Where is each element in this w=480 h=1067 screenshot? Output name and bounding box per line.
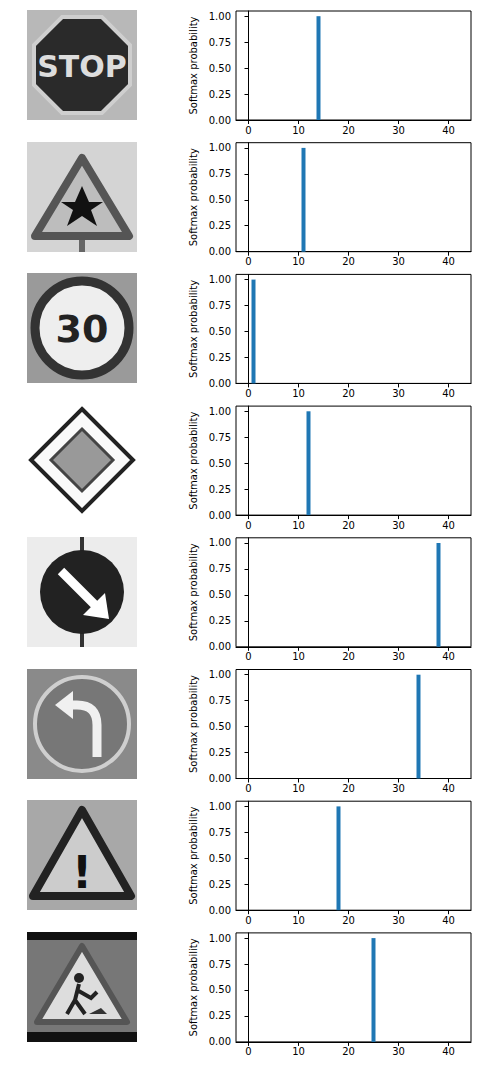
svg-text:0.75: 0.75 [209,300,231,311]
svg-text:30: 30 [392,915,405,926]
svg-text:0.75: 0.75 [209,695,231,706]
svg-text:30: 30 [56,307,109,351]
svg-text:0.75: 0.75 [209,37,231,48]
svg-text:10: 10 [292,783,305,794]
svg-text:30: 30 [392,520,405,531]
svg-text:0: 0 [245,783,251,794]
svg-text:Softmax probability: Softmax probability [188,675,199,773]
svg-text:0.50: 0.50 [209,984,231,995]
svg-text:20: 20 [342,125,355,136]
svg-text:40: 40 [442,651,455,662]
svg-text:0.50: 0.50 [209,63,231,74]
svg-text:0: 0 [245,256,251,267]
svg-text:30: 30 [392,388,405,399]
svg-text:Softmax probability: Softmax probability [188,280,199,378]
svg-text:20: 20 [342,651,355,662]
svg-text:0: 0 [245,388,251,399]
svg-text:0.75: 0.75 [209,827,231,838]
svg-text:0.25: 0.25 [209,220,231,231]
svg-text:0.50: 0.50 [209,589,231,600]
svg-text:40: 40 [442,915,455,926]
svg-text:1.00: 1.00 [209,142,231,153]
svg-text:30: 30 [392,783,405,794]
svg-text:0.75: 0.75 [209,563,231,574]
svg-text:0.00: 0.00 [209,641,231,652]
svg-text:0.75: 0.75 [209,432,231,443]
svg-text:0.00: 0.00 [209,378,231,389]
svg-text:1.00: 1.00 [209,669,231,680]
svg-text:1.00: 1.00 [209,933,231,944]
svg-text:Softmax probability: Softmax probability [188,807,199,905]
svg-text:40: 40 [442,1046,455,1057]
svg-text:0.25: 0.25 [209,615,231,626]
svg-text:Softmax probability: Softmax probability [188,938,199,1036]
svg-text:0.25: 0.25 [209,879,231,890]
svg-text:0.50: 0.50 [209,721,231,732]
svg-text:Softmax probability: Softmax probability [188,148,199,246]
svg-text:20: 20 [342,388,355,399]
svg-text:40: 40 [442,256,455,267]
svg-text:0.50: 0.50 [209,326,231,337]
svg-text:1.00: 1.00 [209,11,231,22]
svg-text:0.00: 0.00 [209,115,231,126]
svg-text:!: ! [72,847,92,898]
svg-text:10: 10 [292,520,305,531]
svg-text:0: 0 [245,915,251,926]
svg-text:0.50: 0.50 [209,458,231,469]
svg-text:1.00: 1.00 [209,801,231,812]
svg-text:STOP: STOP [37,49,127,84]
svg-text:0.00: 0.00 [209,905,231,916]
svg-text:30: 30 [392,256,405,267]
svg-text:0.00: 0.00 [209,246,231,257]
svg-text:40: 40 [442,520,455,531]
svg-text:10: 10 [292,256,305,267]
svg-text:0.25: 0.25 [209,484,231,495]
svg-text:20: 20 [342,256,355,267]
svg-text:10: 10 [292,915,305,926]
svg-text:Softmax probability: Softmax probability [188,411,199,509]
svg-text:10: 10 [292,1046,305,1057]
svg-text:0.25: 0.25 [209,89,231,100]
svg-text:Softmax probability: Softmax probability [188,16,199,114]
svg-text:Softmax probability: Softmax probability [188,543,199,641]
svg-text:30: 30 [392,125,405,136]
svg-text:40: 40 [442,388,455,399]
svg-text:0: 0 [245,651,251,662]
svg-text:0: 0 [245,520,251,531]
svg-text:0.50: 0.50 [209,194,231,205]
svg-text:1.00: 1.00 [209,537,231,548]
svg-text:20: 20 [342,1046,355,1057]
svg-text:10: 10 [292,388,305,399]
svg-text:40: 40 [442,125,455,136]
svg-text:0.00: 0.00 [209,1036,231,1047]
svg-text:0.00: 0.00 [209,773,231,784]
svg-text:0.00: 0.00 [209,510,231,521]
svg-text:20: 20 [342,520,355,531]
svg-text:30: 30 [392,1046,405,1057]
svg-text:0: 0 [245,125,251,136]
svg-text:10: 10 [292,125,305,136]
svg-text:1.00: 1.00 [209,406,231,417]
svg-text:30: 30 [392,651,405,662]
svg-text:0.75: 0.75 [209,959,231,970]
svg-text:0.50: 0.50 [209,853,231,864]
svg-text:0: 0 [245,1046,251,1057]
svg-text:40: 40 [442,783,455,794]
svg-text:0.25: 0.25 [209,747,231,758]
svg-text:0.75: 0.75 [209,168,231,179]
svg-text:0.25: 0.25 [209,1010,231,1021]
svg-text:10: 10 [292,651,305,662]
svg-text:1.00: 1.00 [209,274,231,285]
svg-text:0.25: 0.25 [209,352,231,363]
svg-text:20: 20 [342,783,355,794]
svg-text:20: 20 [342,915,355,926]
